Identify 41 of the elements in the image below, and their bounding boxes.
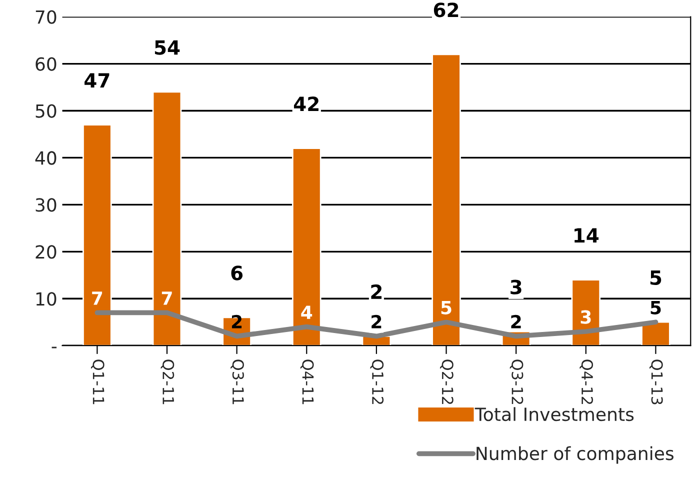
data-label: 5 xyxy=(441,301,452,314)
y-tick-label: 50 xyxy=(36,104,56,118)
data-label: 14 xyxy=(574,228,599,242)
data-label: 62 xyxy=(434,2,458,18)
data-label: 3 xyxy=(510,280,522,294)
legend-label: Number of companies xyxy=(476,446,674,464)
x-tick-label: Q2-12 xyxy=(440,360,454,404)
x-tick-label: Q1-12 xyxy=(370,360,384,404)
data-label: 2 xyxy=(511,314,521,328)
data-label: 2 xyxy=(371,284,382,299)
y-tick-label: 40 xyxy=(35,151,56,165)
x-tick-label: Q4-11 xyxy=(300,360,314,404)
x-tick-label: Q3-11 xyxy=(230,360,244,404)
data-label: 7 xyxy=(162,292,172,305)
bar xyxy=(82,124,112,346)
y-tick-label: 30 xyxy=(36,198,56,212)
x-tick-label: Q1-11 xyxy=(91,360,104,404)
data-label: 54 xyxy=(154,40,180,55)
bar xyxy=(432,54,461,346)
x-tick-label: Q3-12 xyxy=(510,360,524,404)
x-tick-label: Q4-12 xyxy=(580,360,594,404)
data-label: 7 xyxy=(92,292,102,305)
y-tick-label: - xyxy=(52,346,57,348)
data-label: 4 xyxy=(301,306,312,319)
bar xyxy=(292,148,322,346)
data-label: 2 xyxy=(372,314,382,328)
data-label: 6 xyxy=(231,266,243,280)
data-label: 47 xyxy=(84,73,110,88)
x-tick-label: Q1-13 xyxy=(650,360,663,404)
y-tick-label: 70 xyxy=(36,10,56,24)
data-label: 5 xyxy=(650,270,662,286)
data-label: 5 xyxy=(650,301,661,314)
bar xyxy=(152,91,182,346)
data-label: 42 xyxy=(294,96,318,111)
y-tick-label: 20 xyxy=(36,245,56,259)
x-tick-label: Q2-11 xyxy=(160,360,174,404)
data-label: 3 xyxy=(580,310,591,324)
y-tick-label: 10 xyxy=(36,292,56,306)
legend-label: Total Investments xyxy=(474,407,634,422)
y-tick-label: 60 xyxy=(36,57,56,71)
data-label: 2 xyxy=(232,314,242,328)
